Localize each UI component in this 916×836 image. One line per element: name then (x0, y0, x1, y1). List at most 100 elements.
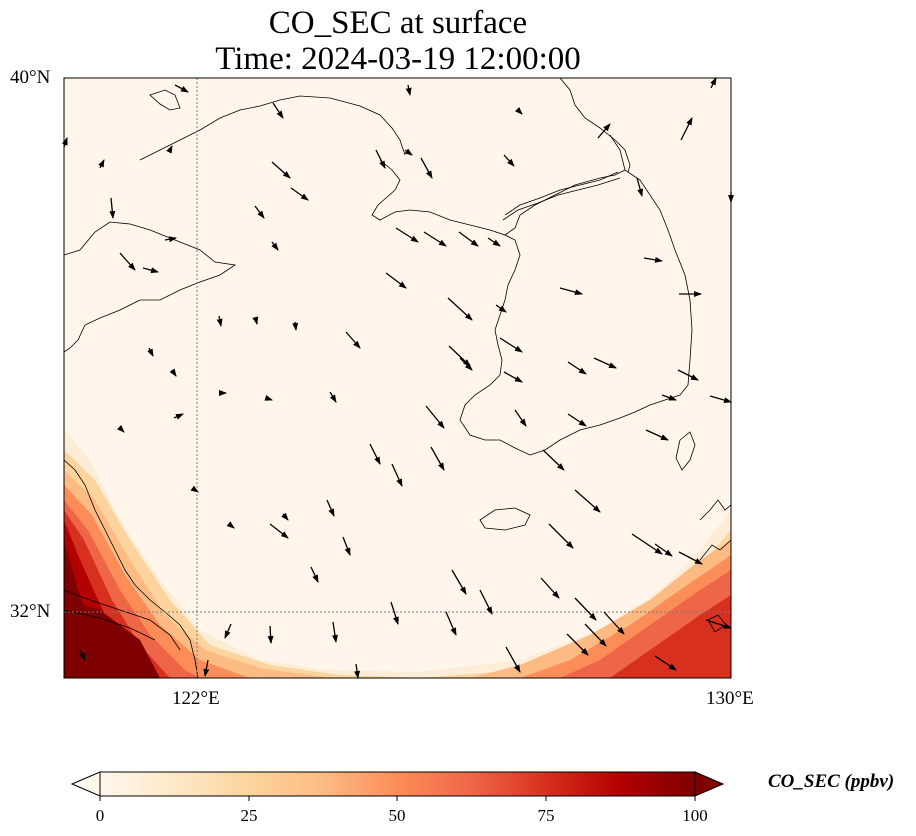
wind-arrow (548, 523, 574, 549)
wind-arrow (264, 394, 273, 401)
wind-arrow (164, 236, 177, 243)
wind-arrow (385, 272, 407, 289)
wind-arrow (451, 569, 467, 595)
wind-arrow (224, 623, 232, 639)
wind-arrow (345, 331, 361, 349)
wind-vectors (61, 77, 734, 679)
wind-arrow (290, 187, 309, 201)
wind-arrow (448, 345, 471, 367)
colorbar-tick-label: 75 (537, 806, 555, 825)
map-title: CO_SEC at surface (268, 5, 528, 41)
wind-arrow (420, 157, 433, 179)
wind-arrow (559, 287, 583, 296)
wind-arrow (631, 533, 663, 555)
wind-arrow (329, 391, 337, 403)
wind-arrow (654, 543, 673, 557)
colorbar-body (99, 771, 696, 797)
wind-arrow (216, 315, 223, 327)
wind-arrow (109, 197, 116, 219)
wind-arrow (395, 227, 419, 243)
wind-arrow (342, 536, 351, 556)
gridlines (64, 78, 731, 678)
lat-tick-label: 40°N (10, 67, 51, 88)
wind-arrow (678, 551, 703, 565)
wind-arrow (425, 405, 445, 429)
wind-arrow (503, 371, 523, 383)
wind-arrow (542, 449, 565, 471)
lon-tick-label: 130°E (706, 688, 754, 709)
wind-arrow (567, 361, 587, 375)
concentration-field (64, 430, 731, 678)
wind-arrow (603, 611, 625, 635)
wind-arrow (645, 429, 669, 441)
wind-arrow (479, 589, 493, 615)
wind-arrow (173, 413, 184, 420)
lat-tick-label: 32°N (10, 601, 51, 622)
wind-arrow (430, 446, 445, 471)
wind-arrow (505, 646, 521, 673)
wind-arrow (281, 512, 289, 521)
wind-arrow (597, 123, 611, 139)
wind-arrow (514, 106, 523, 115)
wind-arrow (226, 521, 235, 529)
wind-arrow (705, 619, 732, 629)
wind-arrow (166, 145, 173, 154)
wind-arrow (567, 413, 587, 427)
wind-arrow (574, 597, 597, 621)
wind-arrow (142, 267, 159, 274)
wind-arrow (445, 611, 457, 636)
wind-arrow (423, 231, 447, 247)
wind-arrow (574, 489, 601, 513)
wind-arrow (369, 443, 381, 465)
wind-arrow (680, 117, 693, 141)
colorbar-tick-label: 50 (388, 806, 406, 825)
wind-arrow (252, 316, 259, 325)
wind-arrow (661, 394, 677, 401)
colorbar-extend-max (694, 771, 725, 797)
colorbar-label: CO_SEC (ppbv) (768, 771, 895, 792)
map-subtitle: Time: 2024-03-19 12:00:00 (215, 41, 581, 77)
wind-arrow (98, 159, 105, 169)
map-frame (63, 77, 732, 679)
wind-arrow (709, 395, 732, 403)
wind-arrow (203, 659, 210, 677)
colorbar (70, 771, 725, 801)
colorbar-extend-min (70, 771, 101, 797)
wind-arrow (269, 523, 289, 539)
wind-arrow (710, 77, 717, 89)
wind-arrow (375, 149, 386, 169)
wind-arrow (354, 663, 360, 679)
wind-arrow (79, 649, 86, 661)
wind-arrow (271, 241, 279, 251)
wind-arrow (169, 368, 177, 377)
wind-arrow (677, 369, 699, 381)
wind-arrow (459, 357, 473, 371)
wind-arrow (116, 424, 125, 433)
wind-arrow (174, 84, 189, 93)
wind-arrow (405, 84, 412, 96)
colorbar-tick-label: 0 (95, 806, 105, 825)
wind-arrow (331, 621, 338, 643)
lon-tick-label: 122°E (172, 688, 220, 709)
wind-arrow (458, 231, 479, 247)
wind-arrow (326, 499, 335, 517)
colorbar-tick-label: 25 (240, 806, 258, 825)
colorbar-tick-label: 100 (682, 806, 708, 825)
wind-arrow (267, 625, 274, 644)
wind-arrow (272, 102, 284, 119)
wind-arrow (593, 357, 617, 369)
wind-arrow (310, 566, 319, 583)
wind-arrow (390, 601, 399, 625)
wind-arrow (636, 177, 644, 197)
wind-arrow (119, 252, 136, 271)
wind-arrow (495, 304, 507, 313)
wind-arrow (540, 577, 560, 599)
wind-arrow (584, 623, 607, 647)
wind-arrow (190, 485, 199, 493)
wind-arrow (503, 154, 515, 167)
wind-arrow (271, 161, 291, 179)
wind-arrow (654, 655, 677, 671)
wind-arrow (292, 321, 299, 331)
wind-arrow (499, 337, 523, 353)
